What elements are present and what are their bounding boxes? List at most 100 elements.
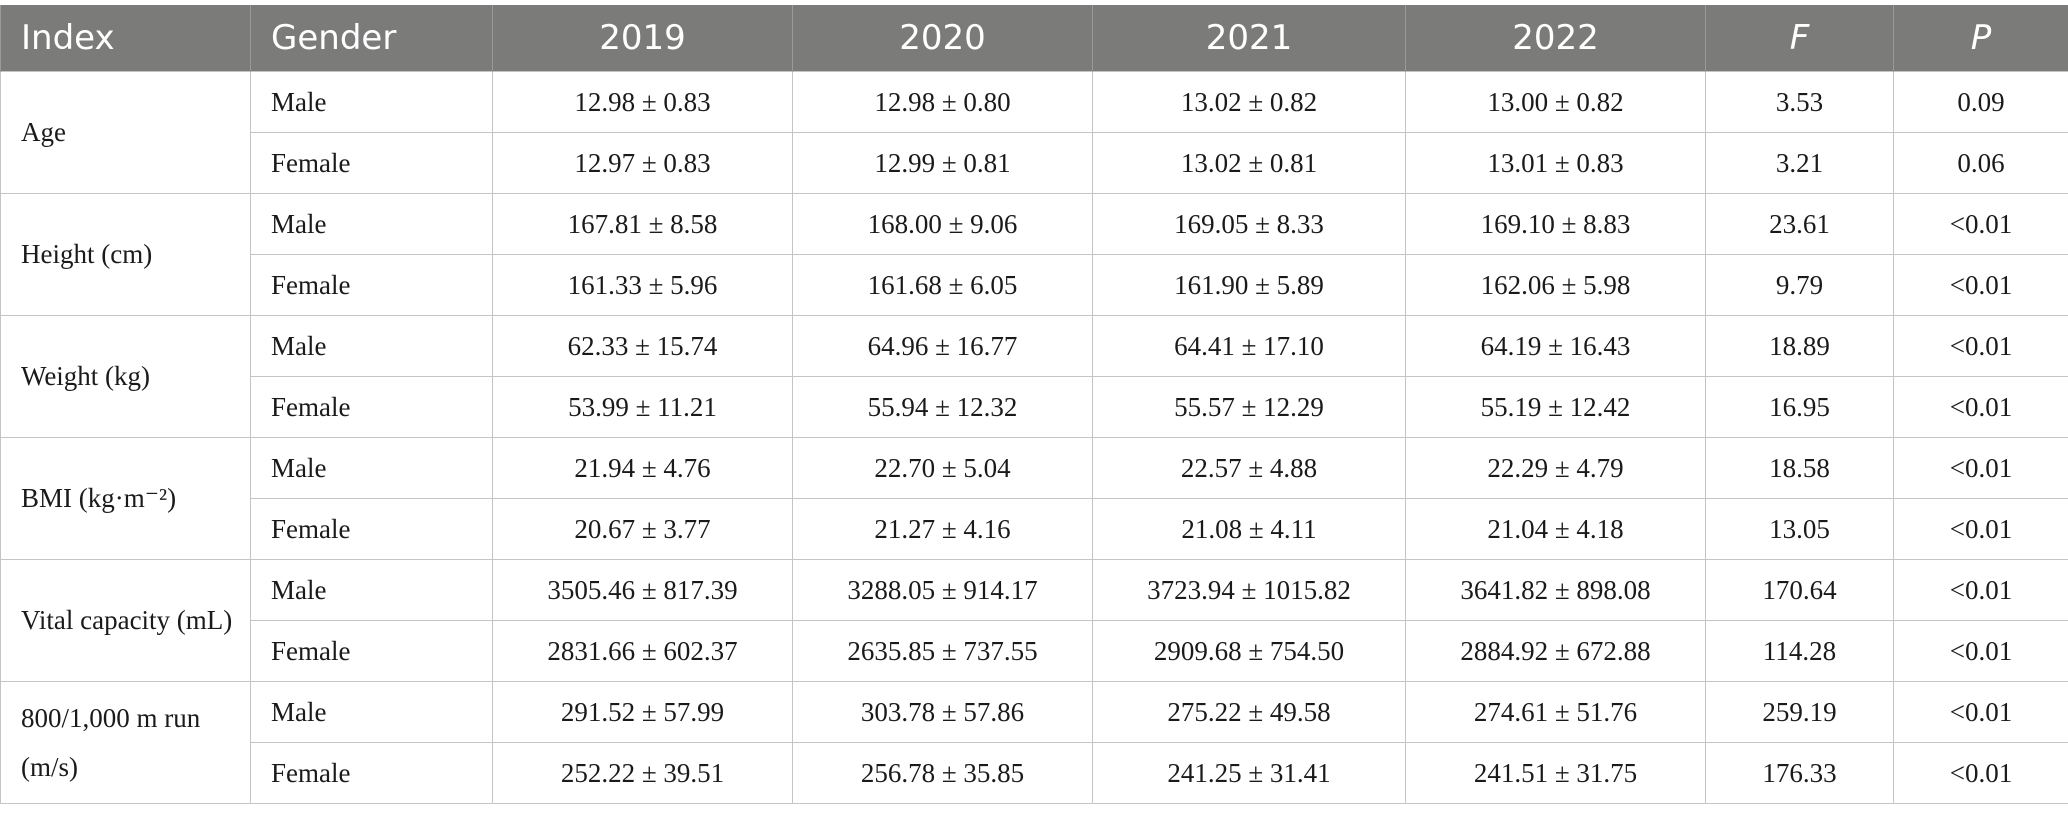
header-p: P [1893, 5, 2068, 72]
value-2022-cell: 13.00 ± 0.82 [1405, 71, 1706, 133]
gender-cell: Male [250, 193, 493, 255]
value-2019-cell: 53.99 ± 11.21 [492, 376, 793, 438]
gender-cell: Male [250, 71, 493, 133]
p-value-cell: <0.01 [1893, 193, 2068, 255]
table-row: Vital capacity (mL) Male 3505.46 ± 817.39 3… [0, 559, 2068, 682]
header-gender: Gender [250, 5, 493, 72]
value-2021-cell: 241.25 ± 31.41 [1092, 742, 1406, 804]
p-value-cell: <0.01 [1893, 437, 2068, 499]
value-2021-cell: 21.08 ± 4.11 [1092, 498, 1406, 560]
value-2020-cell: 256.78 ± 35.85 [792, 742, 1093, 804]
value-2019-cell: 21.94 ± 4.76 [492, 437, 793, 499]
f-value-cell: 3.21 [1705, 132, 1894, 194]
table-row: Female 20.67 ± 3.77 21.27 ± 4.16 21.08 ± 4.… [1, 498, 2068, 560]
f-value-cell: 16.95 [1705, 376, 1894, 438]
table-row: Female 252.22 ± 39.51 256.78 ± 35.85 241.25… [1, 742, 2068, 804]
value-2020-cell: 303.78 ± 57.86 [792, 681, 1093, 743]
table-row: Female 12.97 ± 0.83 12.99 ± 0.81 13.02 ± 0.… [1, 132, 2068, 194]
value-2022-cell: 3641.82 ± 898.08 [1405, 559, 1706, 621]
f-value-cell: 18.89 [1705, 315, 1894, 377]
gender-cell: Female [250, 742, 493, 804]
value-2019-cell: 20.67 ± 3.77 [492, 498, 793, 560]
f-value-cell: 176.33 [1705, 742, 1894, 804]
f-value-cell: 18.58 [1705, 437, 1894, 499]
header-f: F [1705, 5, 1894, 72]
table-row: Female 53.99 ± 11.21 55.94 ± 12.32 55.57 ± … [1, 376, 2068, 438]
value-2021-cell: 13.02 ± 0.82 [1092, 71, 1406, 133]
p-value-cell: <0.01 [1893, 376, 2068, 438]
f-value-cell: 9.79 [1705, 254, 1894, 316]
value-2020-cell: 12.99 ± 0.81 [792, 132, 1093, 194]
index-cell: Age [0, 71, 251, 194]
value-2020-cell: 21.27 ± 4.16 [792, 498, 1093, 560]
p-value-cell: 0.06 [1893, 132, 2068, 194]
value-2019-cell: 2831.66 ± 602.37 [492, 620, 793, 682]
table-row: Height (cm) Male 167.81 ± 8.58 168.00 ± 9.0… [0, 193, 2068, 316]
value-2022-cell: 64.19 ± 16.43 [1405, 315, 1706, 377]
value-2020-cell: 2635.85 ± 737.55 [792, 620, 1093, 682]
p-value-cell: <0.01 [1893, 559, 2068, 621]
data-table-container: Index Gender 2019 2020 2021 2022 F P Age… [0, 5, 2068, 804]
value-2020-cell: 168.00 ± 9.06 [792, 193, 1093, 255]
table-row: BMI (kg·m⁻²) Male 21.94 ± 4.76 22.70 ± 5.04… [0, 437, 2068, 560]
value-2022-cell: 162.06 ± 5.98 [1405, 254, 1706, 316]
value-2022-cell: 55.19 ± 12.42 [1405, 376, 1706, 438]
gender-cell: Male [250, 315, 493, 377]
table-body: Age Male 12.98 ± 0.83 12.98 ± 0.80 13.02 ± 0… [0, 71, 2068, 804]
gender-cell: Male [250, 559, 493, 621]
p-value-cell: <0.01 [1893, 742, 2068, 804]
value-2021-cell: 275.22 ± 49.58 [1092, 681, 1406, 743]
f-value-cell: 23.61 [1705, 193, 1894, 255]
value-2019-cell: 12.97 ± 0.83 [492, 132, 793, 194]
value-2021-cell: 55.57 ± 12.29 [1092, 376, 1406, 438]
table-row: Female 161.33 ± 5.96 161.68 ± 6.05 161.90 ±… [1, 254, 2068, 316]
data-table: Index Gender 2019 2020 2021 2022 F P Age… [0, 5, 2068, 804]
value-2020-cell: 12.98 ± 0.80 [792, 71, 1093, 133]
value-2022-cell: 13.01 ± 0.83 [1405, 132, 1706, 194]
value-2022-cell: 241.51 ± 31.75 [1405, 742, 1706, 804]
value-2020-cell: 55.94 ± 12.32 [792, 376, 1093, 438]
p-value-cell: <0.01 [1893, 681, 2068, 743]
index-cell: Height (cm) [0, 193, 251, 316]
value-2021-cell: 22.57 ± 4.88 [1092, 437, 1406, 499]
index-cell: BMI (kg·m⁻²) [0, 437, 251, 560]
value-2019-cell: 62.33 ± 15.74 [492, 315, 793, 377]
f-value-cell: 170.64 [1705, 559, 1894, 621]
index-cell: Vital capacity (mL) [0, 559, 251, 682]
value-2022-cell: 274.61 ± 51.76 [1405, 681, 1706, 743]
value-2020-cell: 3288.05 ± 914.17 [792, 559, 1093, 621]
gender-cell: Female [250, 376, 493, 438]
value-2022-cell: 2884.92 ± 672.88 [1405, 620, 1706, 682]
table-header-row: Index Gender 2019 2020 2021 2022 F P [0, 5, 2068, 72]
gender-cell: Male [250, 681, 493, 743]
value-2020-cell: 161.68 ± 6.05 [792, 254, 1093, 316]
f-value-cell: 259.19 [1705, 681, 1894, 743]
value-2020-cell: 64.96 ± 16.77 [792, 315, 1093, 377]
value-2021-cell: 161.90 ± 5.89 [1092, 254, 1406, 316]
value-2021-cell: 13.02 ± 0.81 [1092, 132, 1406, 194]
header-2022: 2022 [1405, 5, 1706, 72]
value-2019-cell: 12.98 ± 0.83 [492, 71, 793, 133]
p-value-cell: <0.01 [1893, 620, 2068, 682]
f-value-cell: 114.28 [1705, 620, 1894, 682]
value-2021-cell: 169.05 ± 8.33 [1092, 193, 1406, 255]
value-2019-cell: 161.33 ± 5.96 [492, 254, 793, 316]
index-cell: Weight (kg) [0, 315, 251, 438]
value-2021-cell: 64.41 ± 17.10 [1092, 315, 1406, 377]
value-2021-cell: 3723.94 ± 1015.82 [1092, 559, 1406, 621]
table-row: Age Male 12.98 ± 0.83 12.98 ± 0.80 13.02 ± 0… [0, 71, 2068, 194]
p-value-cell: <0.01 [1893, 498, 2068, 560]
index-cell: 800/1,000 m run (m/s) [0, 681, 251, 804]
gender-cell: Female [250, 498, 493, 560]
value-2019-cell: 167.81 ± 8.58 [492, 193, 793, 255]
value-2022-cell: 21.04 ± 4.18 [1405, 498, 1706, 560]
p-value-cell: <0.01 [1893, 254, 2068, 316]
header-2020: 2020 [792, 5, 1093, 72]
gender-cell: Male [250, 437, 493, 499]
value-2021-cell: 2909.68 ± 754.50 [1092, 620, 1406, 682]
p-value-cell: 0.09 [1893, 71, 2068, 133]
f-value-cell: 13.05 [1705, 498, 1894, 560]
table-row: Female 2831.66 ± 602.37 2635.85 ± 737.55 29… [1, 620, 2068, 682]
gender-cell: Female [250, 132, 493, 194]
value-2019-cell: 252.22 ± 39.51 [492, 742, 793, 804]
